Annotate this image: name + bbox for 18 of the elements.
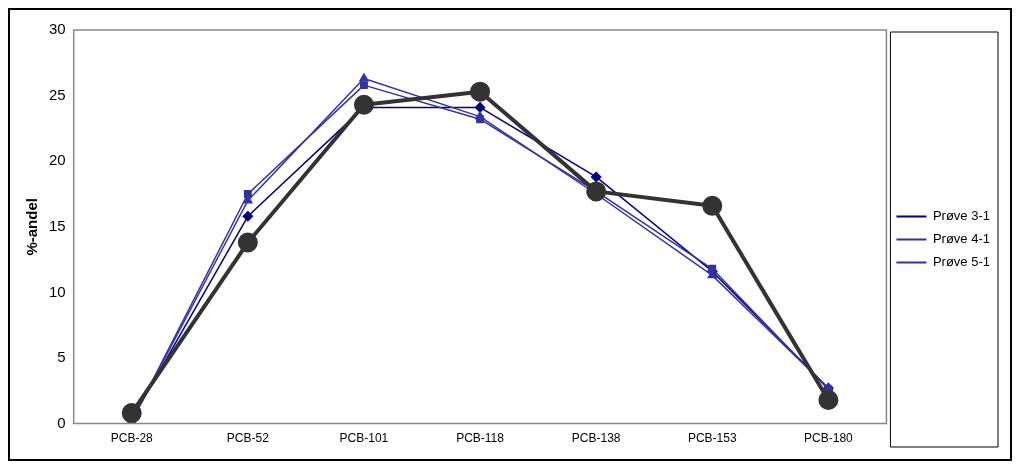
y-tick-label: 25 <box>49 85 66 103</box>
y-tick-label: 15 <box>49 216 66 234</box>
legend-label: Prøve 3-1 <box>932 208 991 224</box>
x-tick-label: PCB-180 <box>804 431 854 446</box>
y-tick-label: 0 <box>57 413 66 431</box>
x-tick-label: PCB-28 <box>110 431 154 446</box>
x-tick-label: PCB-52 <box>226 431 270 446</box>
y-tick-label: 10 <box>49 282 66 300</box>
x-tick-label: PCB-118 <box>456 431 505 446</box>
x-tick-label: PCB-138 <box>571 431 621 446</box>
x-tick-label: PCB-153 <box>687 431 737 446</box>
y-tick-label: 30 <box>49 20 66 38</box>
x-tick-label: PCB-101 <box>339 431 389 446</box>
y-tick-label: 20 <box>49 151 66 169</box>
y-tick-label: 5 <box>57 348 66 366</box>
y-axis-title: %-andel <box>23 198 41 256</box>
legend-label: Prøve 4-1 <box>932 231 991 247</box>
legend-label: Prøve 5-1 <box>932 254 991 270</box>
